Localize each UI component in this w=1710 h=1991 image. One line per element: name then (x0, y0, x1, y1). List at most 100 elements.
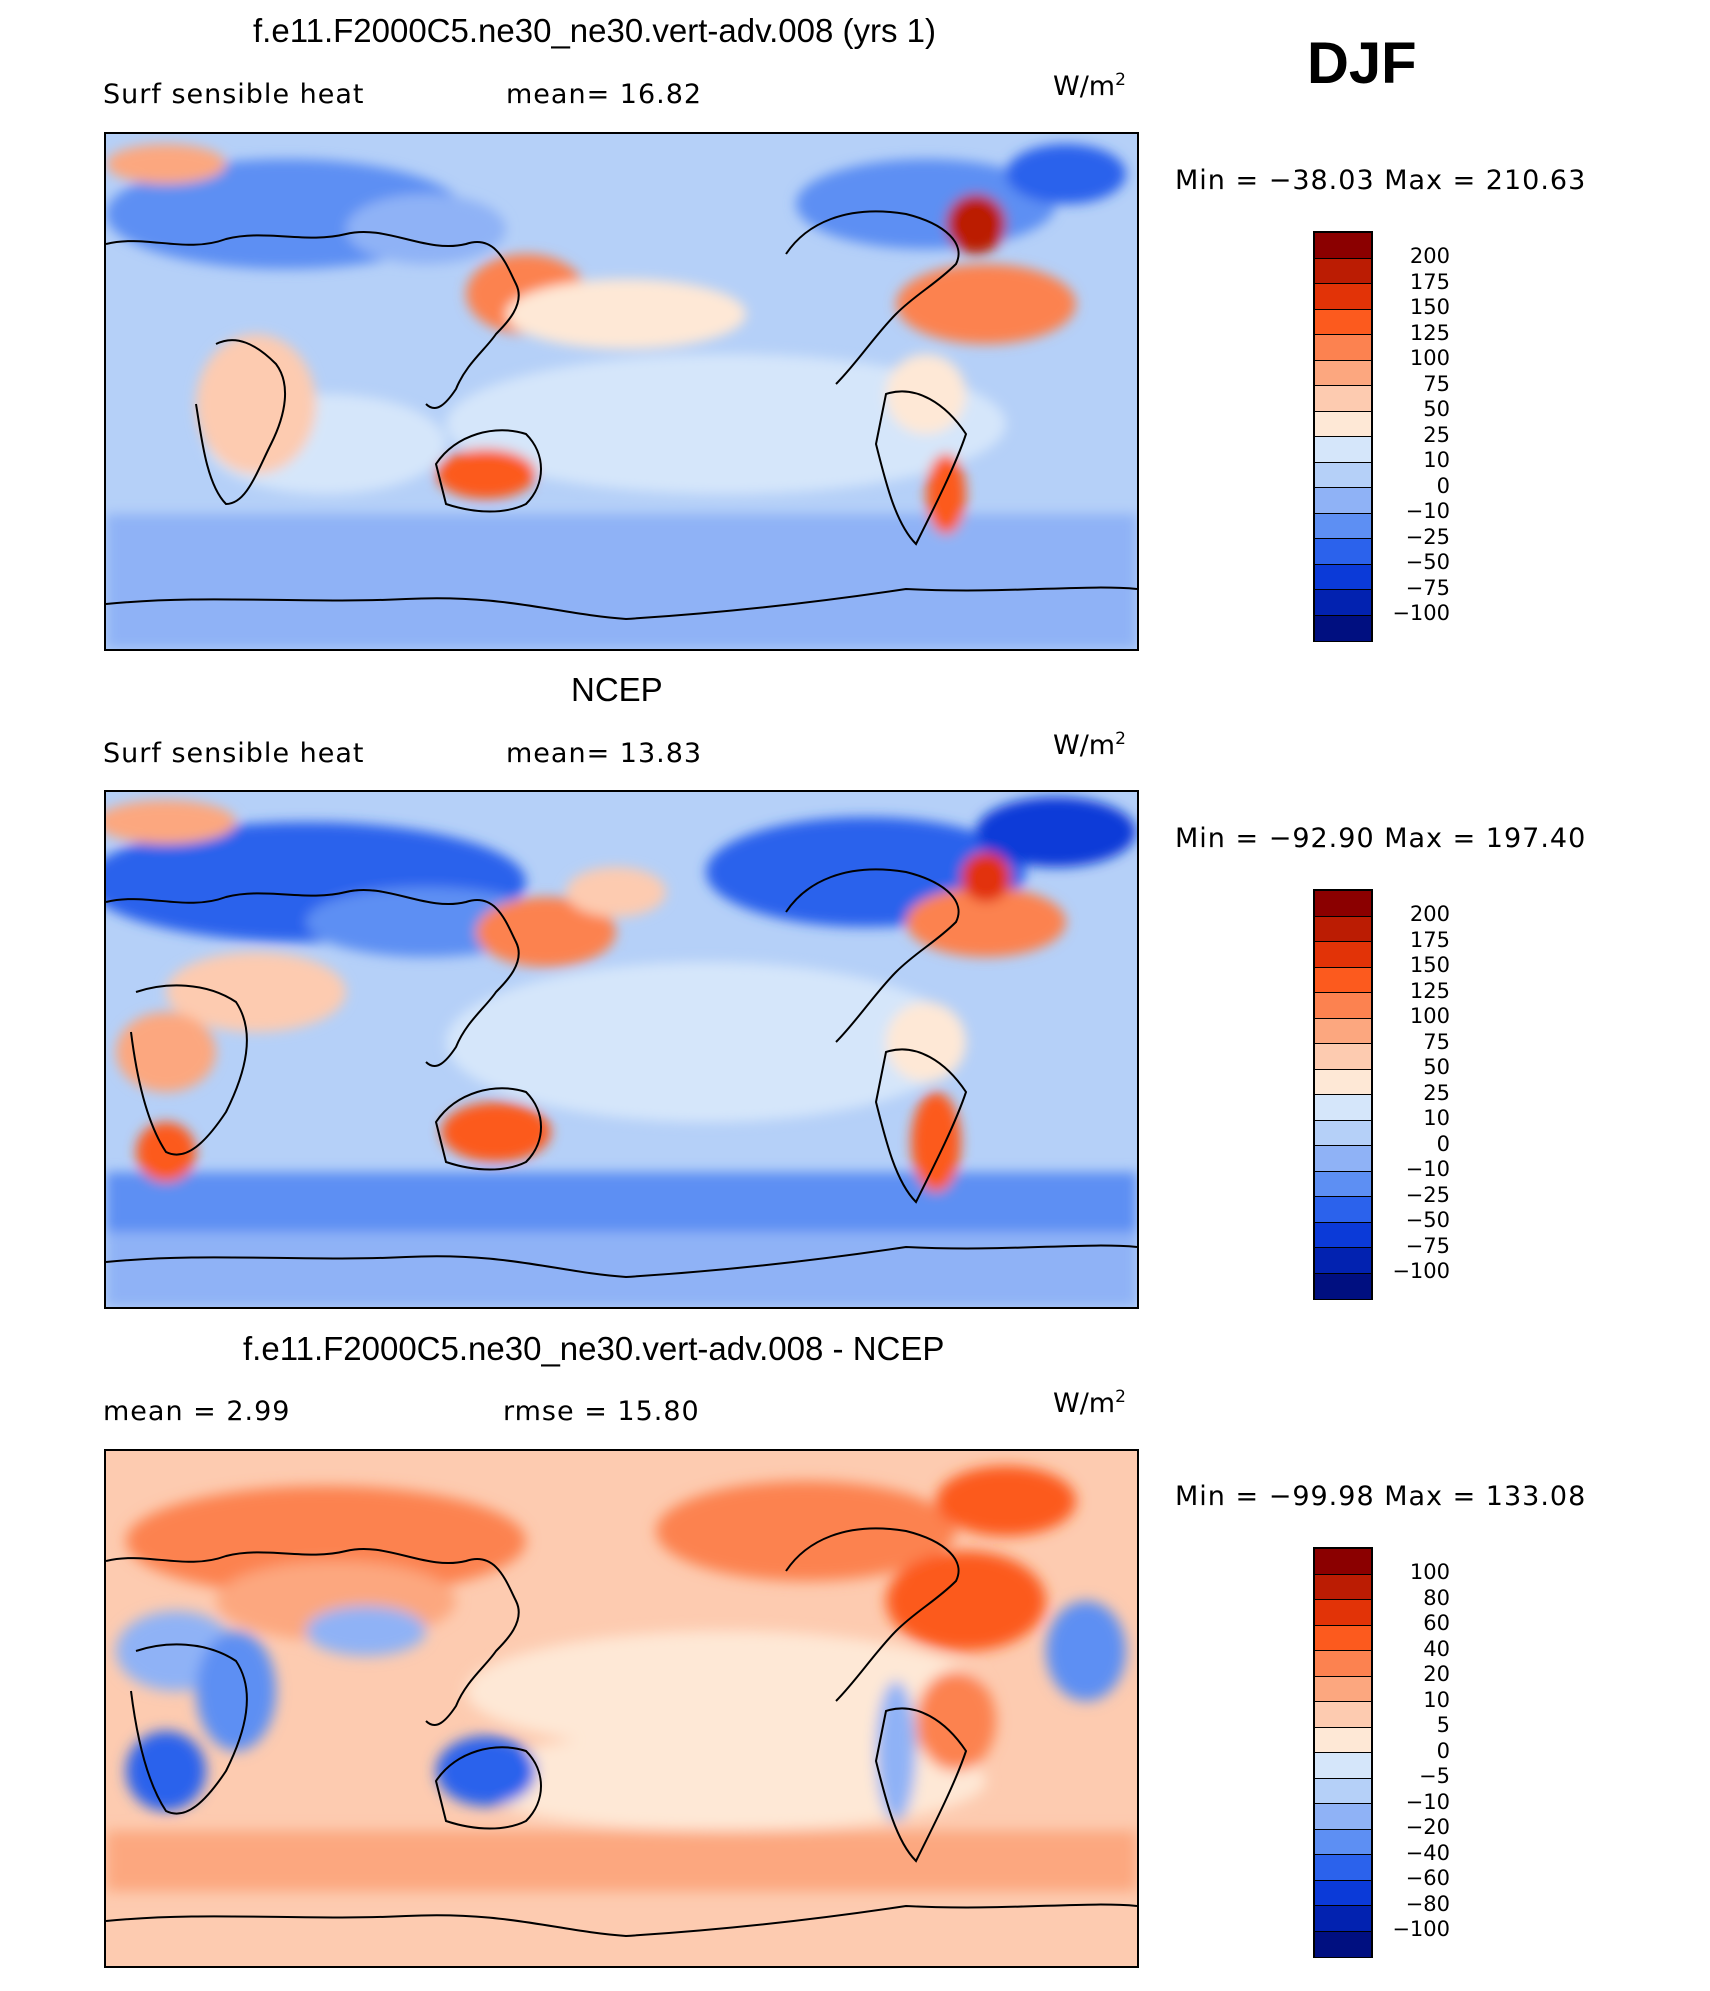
colorbar-label: 150 (1409, 953, 1450, 977)
panel3-rmse: rmse = 15.80 (503, 1396, 700, 1427)
colorbar-swatch (1315, 1906, 1371, 1932)
panel2-colorbar (1313, 889, 1373, 1300)
colorbar-label: 175 (1409, 270, 1450, 294)
panel1-mean: mean= 16.82 (506, 79, 703, 110)
colorbar-label: −10 (1405, 1790, 1450, 1814)
colorbar-swatch (1315, 1778, 1371, 1804)
panel2-min-max: Min = −92.90 Max = 197.40 (1175, 823, 1587, 854)
colorbar-swatch (1315, 233, 1371, 259)
colorbar-swatch (1315, 335, 1371, 361)
colorbar-label: 60 (1423, 1611, 1450, 1635)
colorbar-label: 100 (1409, 1004, 1450, 1028)
panel2-map-canvas (106, 792, 1137, 1307)
colorbar-swatch (1315, 1829, 1371, 1855)
panel1-min-max: Min = −38.03 Max = 210.63 (1175, 165, 1587, 196)
colorbar-label: 125 (1409, 979, 1450, 1003)
colorbar-label: 125 (1409, 321, 1450, 345)
colorbar-label: −80 (1405, 1892, 1450, 1916)
colorbar-label: −5 (1419, 1764, 1450, 1788)
colorbar-swatch (1315, 488, 1371, 514)
colorbar-swatch (1315, 942, 1371, 968)
colorbar-label: 100 (1409, 1560, 1450, 1584)
colorbar-swatch (1315, 1880, 1371, 1906)
panel2-title: NCEP (571, 671, 663, 708)
colorbar-label: 20 (1423, 1662, 1450, 1686)
colorbar-swatch (1315, 1676, 1371, 1702)
panel1-map (104, 132, 1139, 651)
colorbar-swatch (1315, 1222, 1371, 1248)
colorbar-label: 0 (1436, 1132, 1450, 1156)
colorbar-label: −25 (1405, 1183, 1450, 1207)
season-label: DJF (1307, 31, 1417, 96)
panel2-mean: mean= 13.83 (506, 738, 703, 769)
colorbar-label: 175 (1409, 928, 1450, 952)
panel2-map (104, 790, 1139, 1309)
colorbar-swatch (1315, 1146, 1371, 1172)
colorbar-label: −60 (1405, 1866, 1450, 1890)
colorbar-swatch (1315, 360, 1371, 386)
colorbar-label: 25 (1423, 423, 1450, 447)
panel3-colorbar (1313, 1547, 1373, 1958)
colorbar-label: −100 (1392, 601, 1450, 625)
panel3-title: f.e11.F2000C5.ne30_ne30.vert-adv.008 - N… (243, 1330, 945, 1367)
colorbar-swatch (1315, 258, 1371, 284)
panel3-mean: mean = 2.99 (103, 1396, 291, 1427)
colorbar-swatch (1315, 1804, 1371, 1830)
colorbar-label: 75 (1423, 1030, 1450, 1054)
colorbar-swatch (1315, 1753, 1371, 1779)
colorbar-swatch (1315, 1600, 1371, 1626)
colorbar-swatch (1315, 1120, 1371, 1146)
panel1-variable-label: Surf sensible heat (103, 79, 365, 110)
colorbar-swatch (1315, 462, 1371, 488)
panel1-title: f.e11.F2000C5.ne30_ne30.vert-adv.008 (yr… (253, 12, 937, 49)
colorbar-label: 100 (1409, 346, 1450, 370)
colorbar-label: 10 (1423, 1688, 1450, 1712)
panel2-units: W/m2 (1053, 729, 1126, 761)
colorbar-label: 150 (1409, 295, 1450, 319)
colorbar-swatch (1315, 615, 1371, 641)
colorbar-swatch (1315, 539, 1371, 565)
colorbar-swatch (1315, 1197, 1371, 1223)
colorbar-label: 10 (1423, 448, 1450, 472)
colorbar-label: −10 (1405, 499, 1450, 523)
colorbar-swatch (1315, 309, 1371, 335)
colorbar-label: 5 (1436, 1713, 1450, 1737)
colorbar-label: −40 (1405, 1841, 1450, 1865)
colorbar-label: 0 (1436, 1739, 1450, 1763)
panel3-min-max: Min = −99.98 Max = 133.08 (1175, 1481, 1587, 1512)
colorbar-swatch (1315, 513, 1371, 539)
colorbar-label: −50 (1405, 1208, 1450, 1232)
panel2-variable-label: Surf sensible heat (103, 738, 365, 769)
colorbar-swatch (1315, 1625, 1371, 1651)
colorbar-swatch (1315, 411, 1371, 437)
colorbar-swatch (1315, 1273, 1371, 1299)
colorbar-label: −75 (1405, 576, 1450, 600)
panel1-units: W/m2 (1053, 70, 1126, 102)
colorbar-label: 200 (1409, 902, 1450, 926)
colorbar-label: 50 (1423, 1055, 1450, 1079)
colorbar-swatch (1315, 993, 1371, 1019)
colorbar-swatch (1315, 1651, 1371, 1677)
colorbar-label: −100 (1392, 1259, 1450, 1283)
colorbar-swatch (1315, 1069, 1371, 1095)
colorbar-swatch (1315, 1549, 1371, 1575)
colorbar-swatch (1315, 284, 1371, 310)
colorbar-label: 50 (1423, 397, 1450, 421)
colorbar-label: −25 (1405, 525, 1450, 549)
colorbar-label: 25 (1423, 1081, 1450, 1105)
colorbar-label: 0 (1436, 474, 1450, 498)
colorbar-label: −20 (1405, 1815, 1450, 1839)
panel3-units: W/m2 (1053, 1387, 1126, 1419)
colorbar-swatch (1315, 1702, 1371, 1728)
colorbar-label: −75 (1405, 1234, 1450, 1258)
colorbar-swatch (1315, 1727, 1371, 1753)
colorbar-swatch (1315, 437, 1371, 463)
colorbar-label: 200 (1409, 244, 1450, 268)
colorbar-label: 75 (1423, 372, 1450, 396)
colorbar-swatch (1315, 386, 1371, 412)
panel1-map-canvas (106, 134, 1137, 649)
colorbar-swatch (1315, 916, 1371, 942)
colorbar-label: −10 (1405, 1157, 1450, 1181)
panel1-colorbar (1313, 231, 1373, 642)
colorbar-swatch (1315, 967, 1371, 993)
